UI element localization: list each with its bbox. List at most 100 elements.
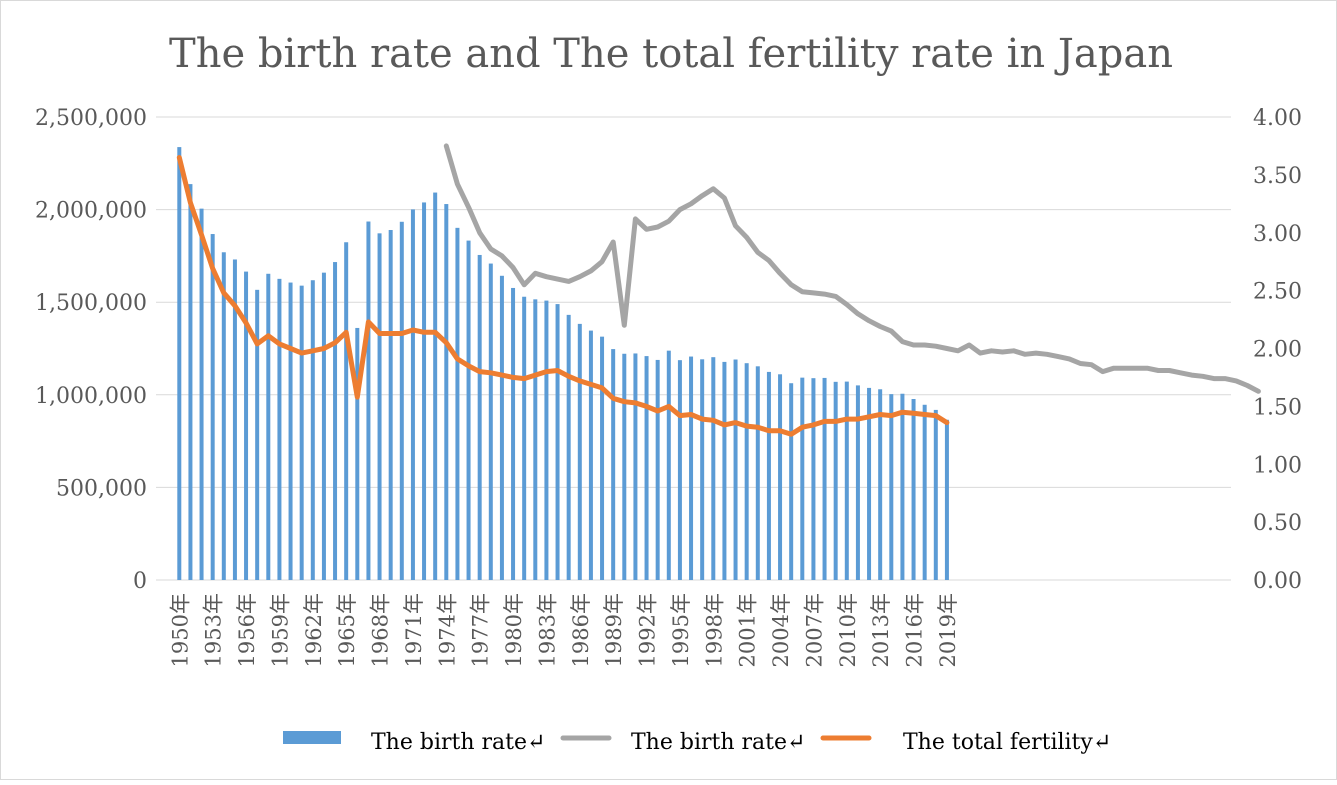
bar bbox=[511, 287, 516, 580]
y-right-tick-label: 2.50 bbox=[1253, 280, 1302, 305]
bar bbox=[811, 378, 816, 580]
bar bbox=[611, 349, 616, 580]
x-tick-label: 1974年 bbox=[435, 593, 459, 667]
bar bbox=[333, 262, 338, 580]
bar bbox=[466, 240, 471, 580]
bar bbox=[944, 419, 949, 580]
y-left-tick-label: 1,000,000 bbox=[35, 384, 147, 409]
bar bbox=[833, 381, 838, 580]
bar bbox=[388, 230, 393, 580]
bar bbox=[577, 323, 582, 580]
bar bbox=[488, 263, 493, 580]
bar bbox=[277, 278, 282, 580]
bar bbox=[232, 259, 237, 580]
y-right-tick-label: 3.50 bbox=[1253, 164, 1302, 189]
x-tick-label: 1950年 bbox=[168, 593, 192, 667]
bar bbox=[433, 192, 438, 580]
bar bbox=[588, 330, 593, 580]
x-tick-label: 1971年 bbox=[402, 593, 426, 667]
bar bbox=[778, 374, 783, 580]
x-tick-label: 2007年 bbox=[802, 593, 826, 667]
bar bbox=[766, 371, 771, 580]
x-tick-label: 1980年 bbox=[502, 593, 526, 667]
x-tick-label: 1995年 bbox=[669, 593, 693, 667]
bar bbox=[844, 381, 849, 580]
bar bbox=[377, 233, 382, 580]
y-right-tick-label: 3.00 bbox=[1253, 222, 1302, 247]
bar bbox=[410, 209, 415, 581]
y-left-tick-label: 2,000,000 bbox=[35, 199, 147, 224]
bar bbox=[255, 289, 260, 580]
bar bbox=[666, 350, 671, 580]
bar bbox=[733, 359, 738, 580]
x-tick-label: 1968年 bbox=[369, 593, 393, 667]
axis-labels: 0 500,000 1,000,000 1,500,000 2,000,000 2,500… bbox=[35, 106, 1302, 667]
bar bbox=[266, 273, 271, 580]
x-tick-label: 1953年 bbox=[202, 593, 226, 667]
bar bbox=[644, 356, 649, 580]
bar bbox=[533, 299, 538, 580]
bar bbox=[933, 409, 938, 580]
bar bbox=[544, 300, 549, 580]
bar bbox=[622, 353, 627, 580]
bar bbox=[789, 383, 794, 580]
x-tick-label: 2010年 bbox=[836, 593, 860, 667]
bar bbox=[244, 271, 249, 580]
legend-label: The birth rate↵ bbox=[631, 730, 805, 755]
bar bbox=[444, 204, 449, 581]
bar bbox=[299, 285, 304, 580]
x-tick-label: 1977年 bbox=[469, 593, 493, 667]
bar bbox=[555, 304, 560, 580]
bar bbox=[744, 363, 749, 580]
bar bbox=[344, 242, 349, 580]
legend-swatch bbox=[283, 731, 341, 744]
bar bbox=[199, 208, 204, 580]
bar bbox=[221, 252, 226, 580]
x-tick-label: 1986年 bbox=[569, 593, 593, 667]
bar bbox=[867, 387, 872, 580]
legend-label: The total fertility↵ bbox=[903, 730, 1111, 755]
bar bbox=[499, 275, 504, 580]
bar bbox=[310, 280, 315, 580]
bar bbox=[321, 272, 326, 580]
bar bbox=[722, 361, 727, 580]
total-fertility-line bbox=[176, 155, 950, 437]
x-tick-label: 1983年 bbox=[535, 593, 559, 667]
y-left-tick-label: 0 bbox=[133, 569, 147, 594]
bar bbox=[210, 234, 215, 581]
y-right-tick-label: 1.00 bbox=[1253, 453, 1302, 478]
bar bbox=[911, 399, 916, 580]
y-right-tick-label: 4.00 bbox=[1253, 106, 1302, 131]
bar bbox=[288, 282, 293, 580]
bar-series-birth-rate bbox=[177, 147, 949, 581]
y-right-tick-label: 1.50 bbox=[1253, 395, 1302, 420]
bar bbox=[399, 221, 404, 580]
legend-label: The birth rate↵ bbox=[371, 730, 545, 755]
bar bbox=[711, 357, 716, 580]
bar bbox=[878, 389, 883, 580]
birth-rate-line bbox=[443, 143, 1261, 394]
bar bbox=[855, 385, 860, 580]
bar bbox=[889, 394, 894, 580]
bar bbox=[633, 353, 638, 580]
bar bbox=[522, 296, 527, 580]
bar bbox=[700, 359, 705, 580]
y-left-tick-label: 2,500,000 bbox=[35, 106, 147, 131]
x-tick-label: 1959年 bbox=[268, 593, 292, 667]
y-right-tick-label: 2.00 bbox=[1253, 338, 1302, 363]
bar bbox=[900, 393, 905, 580]
legend: The birth rate↵ The birth rate↵ The total … bbox=[283, 730, 1111, 755]
bar bbox=[422, 202, 427, 580]
x-tick-label: 2013年 bbox=[869, 593, 893, 667]
bar bbox=[755, 366, 760, 580]
y-left-tick-label: 1,500,000 bbox=[35, 291, 147, 316]
bar bbox=[677, 360, 682, 580]
bar bbox=[177, 147, 182, 580]
x-tick-label: 2019年 bbox=[936, 593, 960, 667]
bar bbox=[822, 377, 827, 580]
y-right-tick-label: 0.50 bbox=[1253, 511, 1302, 536]
chart-title: The birth rate and The total fertility r… bbox=[169, 31, 1173, 77]
bar bbox=[455, 227, 460, 580]
